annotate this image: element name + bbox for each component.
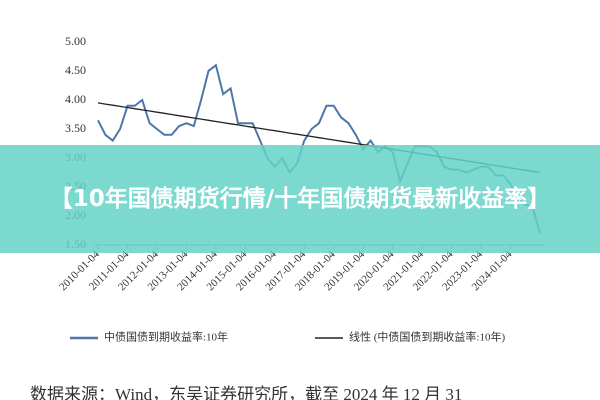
y-tick-label: 4.00 xyxy=(65,92,86,106)
y-tick-label: 3.50 xyxy=(65,121,86,135)
y-tick-label: 4.50 xyxy=(65,63,86,77)
source-note: 数据来源：Wind，东吴证券研究所，截至 2024 年 12 月 31 xyxy=(30,385,462,400)
banner-text: 【10年国债期货行情/十年国债期货最新收益率】 xyxy=(49,186,551,212)
legend-label: 中债国债到期收益率:10年 xyxy=(104,330,228,344)
y-tick-label: 5.00 xyxy=(65,34,86,48)
banner: 【10年国债期货行情/十年国债期货最新收益率】 xyxy=(0,145,600,253)
legend-label: 线性 (中债国债到期收益率:10年) xyxy=(349,330,505,344)
